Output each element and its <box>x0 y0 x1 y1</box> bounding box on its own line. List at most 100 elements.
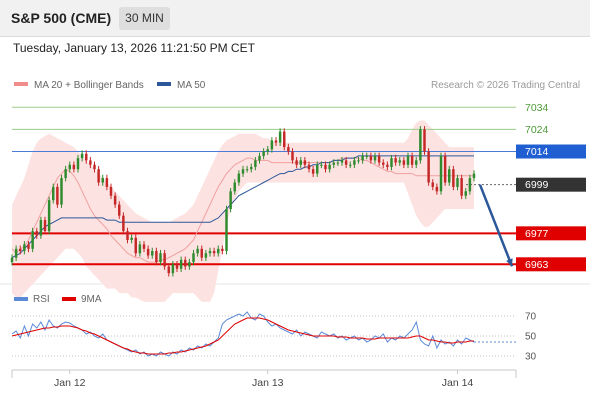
candle-body <box>97 169 100 183</box>
candle-body <box>142 244 146 249</box>
candle-body <box>448 169 451 183</box>
candle-body <box>196 248 199 254</box>
candle-body <box>80 153 84 159</box>
candle-body <box>373 155 377 161</box>
candle-body <box>101 178 104 183</box>
top-bar: S&P 500 (CME) 30 MIN <box>0 0 590 37</box>
rsi-tick-30: 30 <box>525 352 537 363</box>
candle-body <box>398 160 401 163</box>
candle-body <box>460 178 463 196</box>
candle-body <box>19 248 22 252</box>
candle-body <box>382 162 385 165</box>
candle-body <box>85 153 88 161</box>
candle-body <box>464 191 467 196</box>
candle-body <box>254 160 257 167</box>
rsi-tick-50: 50 <box>525 332 537 343</box>
candle-body <box>311 169 315 174</box>
candle-body <box>241 169 245 174</box>
rsi-ma9-line <box>11 317 474 355</box>
candle-body <box>146 248 150 256</box>
candle-body <box>109 186 113 196</box>
candle-body <box>171 264 175 274</box>
candle-body <box>76 158 80 170</box>
timeframe-button[interactable]: 30 MIN <box>119 7 170 30</box>
legend-ma20-label: MA 20 + Bollinger Bands <box>34 80 144 91</box>
candle-body <box>126 231 129 240</box>
candle-body <box>167 266 170 274</box>
candle-body <box>394 158 397 163</box>
candle-body <box>369 155 373 161</box>
candle-body <box>423 129 426 152</box>
candle-body <box>270 140 274 150</box>
candle-body <box>118 204 121 216</box>
candle-body <box>14 248 18 258</box>
candle-body <box>320 164 323 166</box>
candle-body <box>237 173 241 183</box>
candle-body <box>151 251 154 256</box>
level-label-bg-6999 <box>516 177 586 192</box>
candle-body <box>262 151 265 156</box>
level-label-bg-6977 <box>516 226 586 241</box>
candle-body <box>274 140 278 143</box>
legend-ma20: MA 20 + Bollinger Bands <box>14 80 144 91</box>
candle-body <box>410 155 414 165</box>
candle-body <box>266 149 269 152</box>
candle-body <box>283 131 286 148</box>
candle-body <box>299 160 302 165</box>
candle-body <box>456 178 459 187</box>
candle-body <box>35 231 38 236</box>
candle-body <box>258 155 261 161</box>
candle-body <box>229 191 232 210</box>
candle-body <box>365 155 368 157</box>
candle-body <box>332 162 335 165</box>
candle-body <box>390 158 393 167</box>
candle-body <box>349 164 352 166</box>
level-label-7034: 7034 <box>525 102 549 114</box>
chart-datetime: Tuesday, January 13, 2026 11:21:50 PM CE… <box>13 41 255 55</box>
candle-body <box>188 262 191 267</box>
candle-body <box>60 178 63 205</box>
candle-body <box>208 251 212 254</box>
candle-body <box>233 182 236 192</box>
candle-body <box>435 186 439 192</box>
level-label-7014: 7014 <box>525 146 549 158</box>
candle-body <box>328 164 331 170</box>
candle-body <box>225 209 228 252</box>
candle-body <box>192 253 195 263</box>
candle-body <box>134 237 137 254</box>
level-label-6963: 6963 <box>525 259 549 271</box>
rsi-tick-70: 70 <box>525 312 537 323</box>
candle-body <box>221 248 224 252</box>
candle-body <box>23 244 26 252</box>
candle-body <box>303 160 307 165</box>
x-label-jan-14: Jan 14 <box>442 377 474 389</box>
candle-body <box>122 215 125 232</box>
instrument-title: S&P 500 (CME) <box>11 10 112 26</box>
candle-body <box>105 178 109 187</box>
candle-body <box>344 160 348 165</box>
candle-body <box>159 253 162 263</box>
candle-body <box>291 151 294 161</box>
candle-body <box>245 169 249 171</box>
candle-body <box>93 164 96 170</box>
candle-body <box>175 264 179 269</box>
ma50-line <box>11 155 474 259</box>
candle-body <box>443 155 447 183</box>
candle-body <box>130 237 133 240</box>
candle-body <box>47 200 51 232</box>
candle-body <box>89 160 92 165</box>
x-label-jan-13: Jan 13 <box>252 377 284 389</box>
candle-body <box>415 160 418 165</box>
forecast-arrow-shaft <box>478 184 514 267</box>
candle-body <box>431 182 434 187</box>
level-label-7024: 7024 <box>525 124 549 136</box>
x-label-jan-12: Jan 12 <box>54 377 86 389</box>
rsi-line <box>11 311 475 357</box>
candle-body <box>452 169 455 187</box>
candle-body <box>472 173 476 179</box>
forecast-arrow-head <box>506 258 513 267</box>
level-label-bg-6963 <box>516 257 586 272</box>
candle-body <box>56 186 59 205</box>
candle-body <box>427 151 430 183</box>
